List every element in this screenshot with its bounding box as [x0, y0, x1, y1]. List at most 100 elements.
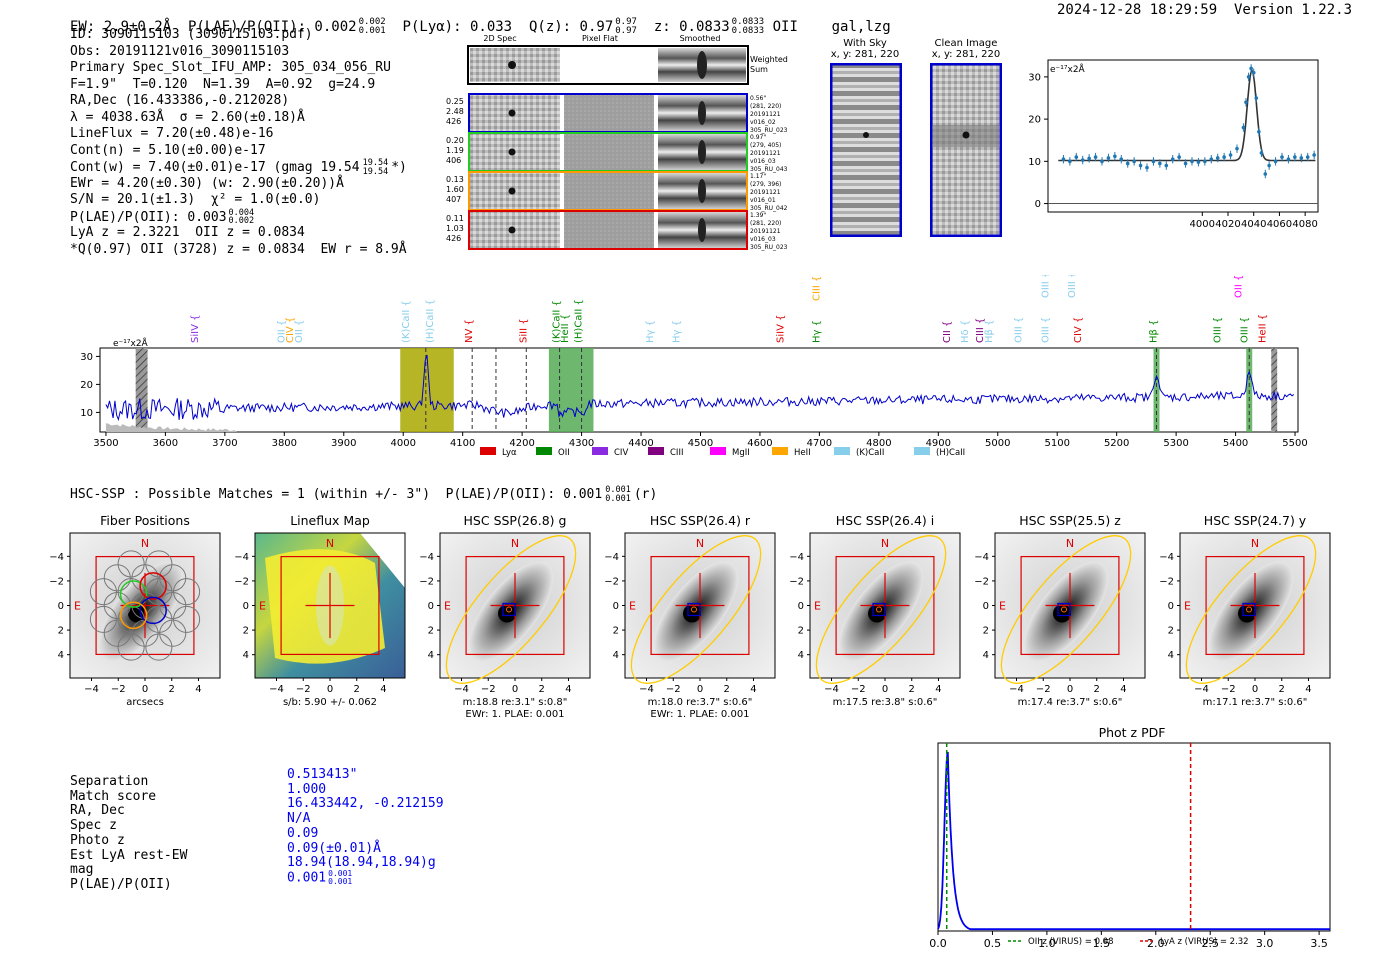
spectrum-xtick-label: 3800	[272, 438, 297, 449]
info-slot: Primary Spec_Slot_IFU_AMP: 305_034_056_R…	[70, 60, 391, 75]
cutout-row-fiber-info: 20191121	[750, 228, 781, 235]
panel-xlabel: m:17.1 re:3.7" s:0.6"	[1203, 697, 1308, 708]
line-fit-point	[1280, 155, 1284, 159]
match-plae-sub: 0.001	[328, 876, 353, 886]
source-marker	[1061, 606, 1067, 613]
photz-xtick-label: 0.5	[984, 937, 1002, 950]
cutout-row-fiber-info: v016_03	[750, 158, 776, 165]
panel-xlabel: m:17.4 re:3.7" s:0.6"	[1018, 697, 1123, 708]
header-ew: EW: 2.9±0.2Å P(LAE)/P(OII): 0.002	[70, 19, 357, 35]
header-class: OII gal,lzg	[772, 19, 891, 35]
lineflux-map-mask	[360, 533, 405, 588]
galaxy-core	[868, 604, 886, 623]
cutout-row-fiber-info: 0.97"	[750, 134, 766, 141]
cutout-smoothed-source	[698, 101, 706, 125]
cutout-col-2dspec: 2D Spec	[483, 34, 516, 43]
spectrum-line-label: OIII {	[1213, 317, 1224, 343]
match-label: P(LAE)/P(OII)	[70, 876, 172, 892]
panel-ytick-label: −2	[604, 576, 619, 587]
cutout-pixelflat	[564, 134, 654, 170]
panel-xtick-label: 0	[882, 684, 888, 695]
panel-ytick-label: 4	[983, 650, 989, 661]
fiber-circle	[117, 633, 145, 661]
spectrum-legend-swatch	[536, 447, 552, 455]
cutout-row-fiber-info: (279, 405)	[750, 142, 781, 149]
spectrum-xtick-label: 4400	[628, 438, 653, 449]
panel-ytick-label: 4	[428, 650, 434, 661]
panel-xlabel: m:18.8 re:3.1" s:0.8"	[463, 697, 568, 708]
panel-xtick-label: 2	[1094, 684, 1100, 695]
fiber-circle	[145, 633, 173, 661]
spectrum-ytick-label: 10	[80, 408, 93, 419]
cutout-row-fiber-info: 305_RU_023	[750, 244, 788, 251]
info-lineflux: LineFlux = 7.20(±0.48)e-16	[70, 126, 274, 141]
sum-label: Sum	[750, 65, 768, 74]
info-obs: Obs: 20191121v016_3090115103	[70, 43, 290, 59]
sky-title-1: With Sky	[843, 38, 887, 49]
line-fit-point	[1209, 157, 1214, 162]
line-fit-point	[1106, 156, 1111, 160]
cutout-row-meta: 406	[446, 156, 461, 165]
line-fit-point	[1246, 75, 1251, 79]
panel-xtick-label: −4	[1194, 684, 1209, 695]
line-fit-point	[1068, 159, 1072, 164]
line-fit-point	[1132, 159, 1136, 164]
panel-xtick-label: −2	[481, 684, 496, 695]
galaxy-ellipse	[1000, 535, 1132, 684]
cutout-pixelflat	[564, 95, 654, 131]
compass-east: E	[814, 600, 821, 613]
cutout-row-meta: 407	[446, 195, 461, 204]
panel-title: HSC SSP(26.8) g	[464, 513, 567, 528]
spectrum-ylabel: e⁻¹⁷x2Å	[113, 337, 149, 349]
spectrum-line-label: CII {	[942, 321, 953, 343]
fiber-selected	[119, 580, 148, 608]
header-z-sub: 0.0833	[731, 26, 765, 36]
panel-xtick-label: −4	[269, 684, 284, 695]
spectrum-line-label: CIII {	[811, 276, 822, 301]
photz-xtick-label: 3.0	[1256, 937, 1274, 950]
panel-ytick-label: 4	[243, 650, 249, 661]
panel-ytick-label: 2	[798, 626, 804, 637]
cutout-smoothed-source	[698, 140, 706, 164]
cutout-pixelflat	[564, 212, 654, 248]
line-fit-point	[1190, 159, 1194, 164]
cutout-row-fiber-info: 1.17"	[750, 173, 766, 180]
line-fit-point	[1087, 156, 1091, 161]
line-fit-point	[1273, 159, 1278, 164]
spectrum-xtick-label: 4700	[807, 438, 832, 449]
match-value: N/A	[287, 811, 311, 827]
compass-north: N	[141, 537, 149, 550]
panel-ytick-label: 4	[613, 650, 619, 661]
info-fwhm: F=1.9" T=0.120 N=1.39 A=0.92 g=24.9	[70, 76, 376, 92]
cutout-pixelflat	[564, 173, 654, 209]
spectrum-line-label: OIII {	[1040, 275, 1051, 298]
spectrum-line-label: SiIV {	[190, 315, 201, 343]
cutout-row-meta: 0.25	[446, 97, 464, 106]
spectrum-line-label: HeII {	[1257, 314, 1268, 343]
header-z: z: 0.0833	[653, 19, 730, 35]
spectrum-legend-label: CIII	[670, 448, 683, 458]
panel-ytick-label: −4	[49, 552, 64, 563]
spectrum-xtick-label: 4900	[926, 438, 951, 449]
fiber-circle	[159, 591, 187, 620]
line-fit-point	[1100, 159, 1104, 164]
line-fit-point	[1293, 155, 1297, 159]
compass-north: N	[881, 537, 889, 550]
header-plae-sup: 0.002	[358, 17, 386, 27]
spectrum-line-label: Hγ {	[672, 320, 683, 343]
panel-xtick-label: 4	[935, 684, 941, 695]
info-radec: RA,Dec (16.433386,-0.212028)	[70, 93, 290, 108]
header-plya: P(Lyα): 0.033	[402, 19, 513, 35]
line-fit-xtick-label: 4060	[1267, 219, 1292, 230]
source-box	[872, 602, 886, 617]
spectrum-xtick-label: 4000	[390, 438, 415, 449]
cutout-row-fiber-info: (281, 220)	[750, 220, 781, 227]
cutout-row-fiber-info: (279, 396)	[750, 181, 781, 188]
spectrum-legend-swatch	[480, 447, 496, 455]
match-plae-limits: 0.001 0.001	[328, 869, 353, 886]
panel-xtick-label: 2	[1279, 684, 1285, 695]
panel-ytick-label: 2	[58, 626, 64, 637]
info-lambda: λ = 4038.63Å σ = 2.60(±0.18)Å	[70, 109, 305, 125]
photz-xtick-label: 3.5	[1310, 937, 1328, 950]
spectrum-xtick-label: 5300	[1163, 438, 1188, 449]
